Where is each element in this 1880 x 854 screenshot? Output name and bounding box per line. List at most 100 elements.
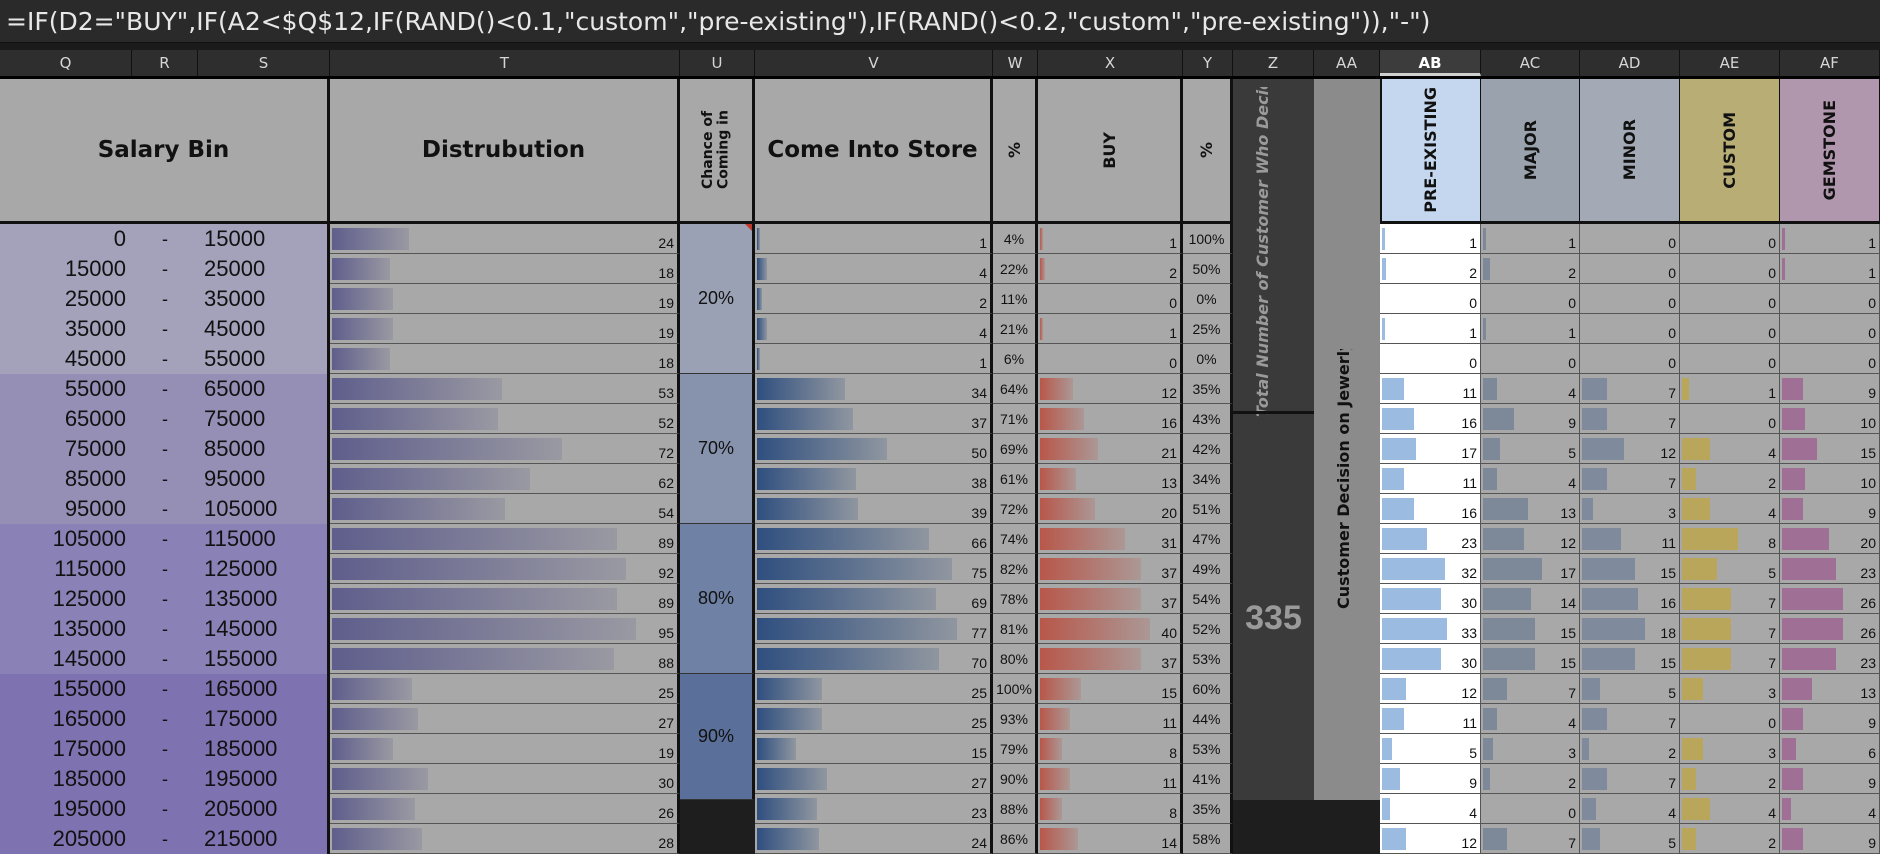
distribution-cell[interactable]: 62 xyxy=(330,464,680,494)
column-header-ab[interactable]: AB xyxy=(1380,50,1481,76)
custom-cell[interactable]: 7 xyxy=(1680,644,1780,674)
distribution-cell[interactable]: 95 xyxy=(330,614,680,644)
buy-cell[interactable]: 0 xyxy=(1038,284,1183,314)
salary-bin-low[interactable]: 145000 xyxy=(0,644,132,674)
pre-existing-cell[interactable]: 16 xyxy=(1380,494,1481,524)
major-cell[interactable]: 15 xyxy=(1481,644,1580,674)
come-into-store-cell[interactable]: 25 xyxy=(755,704,993,734)
percent-w-cell[interactable]: 93% xyxy=(993,704,1038,734)
percent-y-cell[interactable]: 53% xyxy=(1183,734,1233,764)
salary-bin-low[interactable]: 135000 xyxy=(0,614,132,644)
spreadsheet-grid[interactable]: Q R S T U V W X Y Z AA AB AC AD AE AF Salary Bin Distrub… xyxy=(0,50,1880,854)
buy-cell[interactable]: 37 xyxy=(1038,644,1183,674)
column-header-z[interactable]: Z xyxy=(1233,50,1314,76)
major-cell[interactable]: 0 xyxy=(1481,344,1580,374)
salary-bin-low[interactable]: 15000 xyxy=(0,254,132,284)
minor-cell[interactable]: 4 xyxy=(1580,794,1680,824)
pre-existing-cell[interactable]: 9 xyxy=(1380,764,1481,794)
percent-w-cell[interactable]: 61% xyxy=(993,464,1038,494)
chance-cell[interactable]: 90% xyxy=(680,674,755,800)
pre-existing-cell[interactable]: 23 xyxy=(1380,524,1481,554)
custom-cell[interactable]: 0 xyxy=(1680,314,1780,344)
pre-existing-cell[interactable]: 5 xyxy=(1380,734,1481,764)
salary-bin-low[interactable]: 105000 xyxy=(0,524,132,554)
minor-cell[interactable]: 7 xyxy=(1580,374,1680,404)
major-cell[interactable]: 17 xyxy=(1481,554,1580,584)
salary-bin-high[interactable]: 105000 xyxy=(198,494,330,524)
custom-cell[interactable]: 5 xyxy=(1680,554,1780,584)
minor-cell[interactable]: 11 xyxy=(1580,524,1680,554)
gemstone-cell[interactable]: 0 xyxy=(1780,314,1880,344)
minor-cell[interactable]: 5 xyxy=(1580,674,1680,704)
distribution-cell[interactable]: 25 xyxy=(330,674,680,704)
buy-cell[interactable]: 13 xyxy=(1038,464,1183,494)
percent-w-cell[interactable]: 100% xyxy=(993,674,1038,704)
pre-existing-cell[interactable]: 4 xyxy=(1380,794,1481,824)
come-into-store-cell[interactable]: 15 xyxy=(755,734,993,764)
buy-cell[interactable]: 31 xyxy=(1038,524,1183,554)
distribution-cell[interactable]: 92 xyxy=(330,554,680,584)
minor-cell[interactable]: 0 xyxy=(1580,314,1680,344)
distribution-cell[interactable]: 89 xyxy=(330,524,680,554)
salary-bin-low[interactable]: 175000 xyxy=(0,734,132,764)
custom-header[interactable]: CUSTOM xyxy=(1680,79,1780,221)
salary-bin-high[interactable]: 115000 xyxy=(198,524,330,554)
come-into-store-cell[interactable]: 69 xyxy=(755,584,993,614)
salary-bin-high[interactable]: 195000 xyxy=(198,764,330,794)
gemstone-cell[interactable]: 0 xyxy=(1780,284,1880,314)
percent-y-cell[interactable]: 100% xyxy=(1183,224,1233,254)
major-cell[interactable]: 1 xyxy=(1481,224,1580,254)
gemstone-cell[interactable]: 26 xyxy=(1780,584,1880,614)
column-header-aa[interactable]: AA xyxy=(1314,50,1380,76)
gemstone-cell[interactable]: 10 xyxy=(1780,464,1880,494)
percent-y-cell[interactable]: 0% xyxy=(1183,284,1233,314)
percent-y-header[interactable]: % xyxy=(1183,79,1233,221)
salary-bin-high[interactable]: 145000 xyxy=(198,614,330,644)
pre-existing-cell[interactable]: 1 xyxy=(1380,224,1481,254)
salary-bin-high[interactable]: 215000 xyxy=(198,824,330,854)
minor-cell[interactable]: 2 xyxy=(1580,734,1680,764)
buy-cell[interactable]: 0 xyxy=(1038,344,1183,374)
come-into-store-cell[interactable]: 1 xyxy=(755,224,993,254)
buy-cell[interactable]: 40 xyxy=(1038,614,1183,644)
major-cell[interactable]: 2 xyxy=(1481,254,1580,284)
gemstone-cell[interactable]: 13 xyxy=(1780,674,1880,704)
minor-cell[interactable]: 0 xyxy=(1580,254,1680,284)
gemstone-cell[interactable]: 1 xyxy=(1780,224,1880,254)
minor-cell[interactable]: 15 xyxy=(1580,554,1680,584)
distribution-cell[interactable]: 24 xyxy=(330,224,680,254)
salary-bin-high[interactable]: 95000 xyxy=(198,464,330,494)
salary-bin-low[interactable]: 115000 xyxy=(0,554,132,584)
custom-cell[interactable]: 2 xyxy=(1680,824,1780,854)
minor-cell[interactable]: 7 xyxy=(1580,464,1680,494)
column-header-ac[interactable]: AC xyxy=(1481,50,1580,76)
gemstone-cell[interactable]: 23 xyxy=(1780,644,1880,674)
come-into-store-cell[interactable]: 70 xyxy=(755,644,993,674)
distribution-cell[interactable]: 18 xyxy=(330,254,680,284)
come-into-store-cell[interactable]: 27 xyxy=(755,764,993,794)
distribution-cell[interactable]: 30 xyxy=(330,764,680,794)
gemstone-cell[interactable]: 6 xyxy=(1780,734,1880,764)
distribution-cell[interactable]: 19 xyxy=(330,314,680,344)
major-cell[interactable]: 4 xyxy=(1481,704,1580,734)
pre-existing-cell[interactable]: 11 xyxy=(1380,704,1481,734)
minor-header[interactable]: MINOR xyxy=(1580,79,1680,221)
salary-bin-high[interactable]: 45000 xyxy=(198,314,330,344)
custom-cell[interactable]: 0 xyxy=(1680,284,1780,314)
minor-cell[interactable]: 5 xyxy=(1580,824,1680,854)
chance-cell[interactable]: 70% xyxy=(680,374,755,524)
minor-cell[interactable]: 0 xyxy=(1580,224,1680,254)
percent-y-cell[interactable]: 44% xyxy=(1183,704,1233,734)
percent-y-cell[interactable]: 25% xyxy=(1183,314,1233,344)
major-cell[interactable]: 13 xyxy=(1481,494,1580,524)
gemstone-cell[interactable]: 9 xyxy=(1780,704,1880,734)
gemstone-cell[interactable]: 10 xyxy=(1780,404,1880,434)
buy-cell[interactable]: 1 xyxy=(1038,224,1183,254)
pre-existing-cell[interactable]: 11 xyxy=(1380,374,1481,404)
custom-cell[interactable]: 4 xyxy=(1680,494,1780,524)
percent-w-cell[interactable]: 4% xyxy=(993,224,1038,254)
pre-existing-header[interactable]: PRE-EXISTING xyxy=(1380,79,1481,221)
percent-w-cell[interactable]: 22% xyxy=(993,254,1038,284)
custom-cell[interactable]: 8 xyxy=(1680,524,1780,554)
buy-cell[interactable]: 37 xyxy=(1038,554,1183,584)
